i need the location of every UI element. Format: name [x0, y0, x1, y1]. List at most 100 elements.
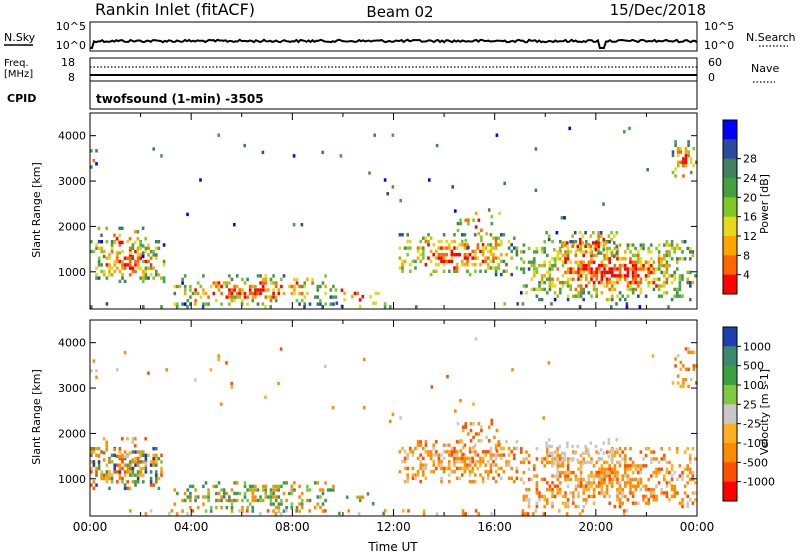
heatmap-cell: [605, 484, 609, 488]
heatmap-cell: [458, 466, 461, 471]
heatmap-cell: [149, 263, 153, 267]
heatmap-cell: [616, 477, 619, 482]
heatmap-cell: [113, 463, 116, 467]
heatmap-cell: [202, 484, 205, 489]
heatmap-cell: [505, 440, 508, 444]
heatmap-cell: [285, 481, 288, 485]
heatmap-cell: [209, 509, 213, 513]
heatmap-cell: [660, 491, 663, 495]
heatmap-cell: [251, 295, 255, 299]
heatmap-cell: [553, 494, 557, 499]
heatmap-cell: [479, 456, 482, 461]
heatmap-cell: [461, 460, 464, 464]
heatmap-cell: [585, 447, 588, 451]
heatmap-cell: [442, 269, 446, 273]
heatmap-cell: [377, 291, 380, 296]
heatmap-cell: [113, 470, 116, 474]
heatmap-cell: [665, 277, 669, 281]
heatmap-cell: [126, 463, 129, 467]
heatmap-cell: [682, 174, 685, 178]
heatmap-cell: [561, 460, 565, 465]
heatmap-cell: [202, 495, 205, 499]
heatmap-cell: [566, 464, 570, 468]
heatmap-cell: [634, 267, 637, 271]
heatmap-cell: [220, 291, 223, 296]
heatmap-cell: [695, 364, 698, 368]
heatmap-cell: [556, 470, 559, 475]
heatmap-cell: [429, 259, 433, 264]
heatmap-cell: [142, 273, 145, 277]
heatmap-cell: [657, 284, 661, 288]
heatmap-cell: [556, 484, 559, 488]
heatmap-cell: [553, 461, 556, 466]
heatmap-cell: [540, 280, 544, 285]
heatmap-cell: [618, 481, 622, 485]
heatmap-cell: [416, 256, 420, 260]
heatmap-cell: [300, 223, 304, 227]
heatmap-cell: [432, 453, 435, 457]
heatmap-cell: [241, 505, 244, 510]
heatmap-cell: [587, 477, 591, 482]
heatmap-cell: [505, 253, 508, 257]
colorbar-swatch: [723, 462, 737, 483]
heatmap-cell: [637, 253, 640, 258]
heatmap-cell: [626, 467, 630, 471]
heatmap-cell: [290, 291, 294, 296]
heatmap-cell: [149, 476, 153, 481]
heatmap-cell: [416, 249, 420, 254]
heatmap-cell: [679, 360, 683, 365]
heatmap-cell: [212, 281, 216, 285]
heatmap-cell: [181, 498, 184, 503]
heatmap-cell: [139, 266, 142, 270]
heatmap-cell: [572, 270, 575, 275]
heatmap-cell: [123, 483, 127, 487]
heatmap-cell: [414, 266, 417, 270]
heatmap-cell: [665, 494, 669, 499]
heatmap-cell: [238, 491, 242, 496]
heatmap-cell: [629, 491, 632, 495]
heatmap-cell: [458, 456, 461, 461]
heatmap-cell: [97, 259, 101, 264]
heatmap-cell: [566, 277, 570, 281]
heatmap-cell: [647, 284, 650, 288]
noise-left-tick-top: 10^5: [56, 20, 86, 33]
heatmap-cell: [466, 253, 469, 257]
heatmap-cell: [90, 453, 93, 457]
heatmap-cell: [108, 256, 111, 260]
heatmap-cell: [600, 484, 604, 488]
heatmap-cell: [670, 484, 674, 488]
heatmap-cell: [546, 453, 549, 458]
heatmap-cell: [136, 456, 140, 461]
heatmap-cell: [267, 288, 270, 292]
heatmap-cell: [652, 470, 656, 475]
colorbar-swatch: [723, 365, 737, 386]
heatmap-cell: [254, 288, 257, 292]
heatmap-cell: [684, 367, 688, 371]
heatmap-cell: [220, 488, 223, 492]
heatmap-cell: [173, 502, 177, 506]
heatmap-cell: [149, 256, 153, 260]
y-tick-label: 4000: [58, 337, 86, 350]
heatmap-cell: [332, 302, 335, 306]
heatmap-cell: [173, 302, 177, 306]
heatmap-cell: [599, 448, 603, 452]
heatmap-cell: [215, 505, 218, 510]
heatmap-cell: [474, 453, 477, 457]
heatmap-cell: [668, 263, 671, 268]
heatmap-cell: [525, 498, 528, 502]
heatmap-cell: [618, 267, 622, 271]
heatmap-cell: [363, 405, 366, 410]
heatmap-cell: [468, 473, 472, 477]
heatmap-cell: [652, 280, 656, 285]
heatmap-cell: [419, 253, 422, 257]
heatmap-cell: [90, 165, 93, 169]
heatmap-cell: [272, 484, 275, 489]
heatmap-cell: [230, 502, 234, 506]
heatmap-cell: [335, 301, 339, 305]
heatmap-cell: [561, 464, 565, 468]
heatmap-cell: [587, 484, 591, 488]
heatmap-cell: [277, 484, 281, 489]
heatmap-cell: [521, 509, 525, 513]
heatmap-cell: [550, 451, 554, 455]
heatmap-cell: [522, 284, 526, 288]
